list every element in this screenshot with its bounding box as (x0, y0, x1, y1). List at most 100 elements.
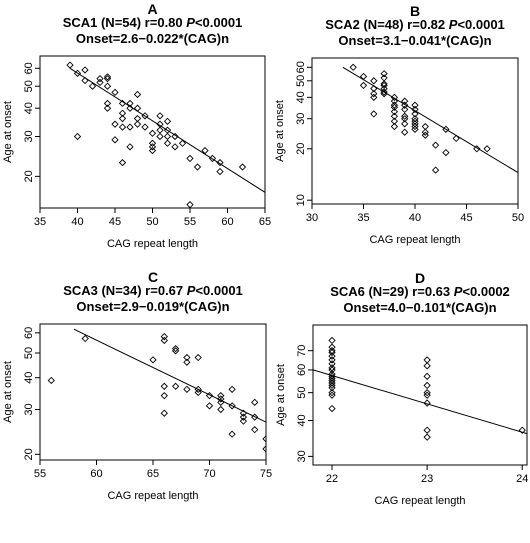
x-tick-label: 45 (460, 212, 472, 224)
data-point (118, 99, 127, 108)
data-point (160, 382, 168, 390)
data-point (217, 398, 225, 406)
y-tick-label: 50 (295, 75, 307, 87)
data-point (411, 101, 419, 109)
data-point (380, 90, 388, 98)
data-point (370, 90, 378, 98)
data-point (171, 382, 180, 390)
y-tick-label: 60 (23, 62, 35, 74)
y-tick-label: 30 (296, 450, 308, 462)
data-point (423, 356, 431, 364)
data-point (96, 78, 104, 87)
data-point (328, 356, 336, 364)
data-point (239, 413, 248, 421)
panel-letter: D (415, 270, 425, 286)
data-point (160, 332, 168, 341)
x-tick-label: 60 (90, 468, 102, 480)
data-point (201, 146, 209, 155)
plot-frame (311, 57, 519, 205)
plot-data (342, 63, 518, 174)
panel-letter: A (147, 1, 157, 17)
data-point (47, 376, 55, 385)
data-point (183, 353, 191, 362)
data-point (328, 404, 336, 413)
data-point (171, 347, 180, 355)
data-point (380, 80, 388, 88)
data-point (328, 366, 336, 374)
data-point (163, 139, 172, 147)
data-point (171, 143, 179, 151)
data-point (390, 122, 399, 131)
title-text: SCA6 (N=29) r=0.63 (330, 284, 454, 299)
data-point (160, 392, 168, 400)
data-point (401, 120, 409, 128)
y-tick-label: 40 (23, 372, 35, 384)
data-point (194, 353, 202, 362)
y-tick-label: 10 (295, 194, 307, 206)
data-point (442, 125, 450, 133)
data-point (118, 123, 127, 131)
data-point (217, 392, 225, 400)
panel-title: SCA2 (N=48) r=0.82 P<0.0001 (325, 17, 505, 32)
data-point (349, 63, 357, 71)
data-point (401, 97, 409, 105)
y-tick-label: 30 (295, 113, 307, 125)
data-point (431, 166, 440, 174)
data-point (111, 136, 119, 144)
data-point (73, 132, 82, 141)
x-tick-label: 30 (306, 212, 318, 224)
plot-frame (312, 324, 528, 466)
x-tick-label: 55 (184, 216, 196, 228)
data-point (411, 117, 419, 125)
title-p-symbol: P (187, 283, 196, 298)
y-tick-label: 20 (295, 143, 307, 155)
plot-frame (39, 55, 266, 209)
data-point (118, 114, 127, 123)
data-point (103, 73, 112, 81)
data-point (328, 364, 336, 372)
data-point (411, 110, 419, 118)
regression-line (69, 67, 265, 193)
data-point (103, 104, 112, 112)
title-p-value: <0.0002 (462, 284, 509, 299)
x-tick-label: 50 (146, 216, 158, 228)
x-tick-label: 24 (516, 473, 528, 485)
y-tick-label: 30 (23, 403, 35, 415)
data-point (163, 132, 172, 141)
data-point (328, 391, 336, 399)
data-point (411, 125, 419, 133)
data-point (216, 158, 224, 167)
x-tick-label: 40 (409, 212, 421, 224)
y-tick-label: 60 (23, 327, 35, 339)
plot-data (313, 336, 527, 441)
data-point (442, 148, 450, 157)
data-point (66, 61, 74, 69)
data-point (148, 143, 157, 151)
data-point (401, 112, 409, 120)
panel-formula: Onset=2.6−0.022*(CAG)n (76, 31, 229, 46)
data-point (328, 372, 336, 380)
data-point (186, 201, 194, 208)
data-point (328, 381, 336, 390)
x-tick-label: 35 (34, 216, 46, 228)
y-tick-label: 60 (295, 61, 307, 73)
data-point (411, 122, 419, 131)
data-point (390, 103, 399, 111)
data-point (239, 417, 248, 425)
title-p-value: <0.0001 (457, 17, 504, 32)
data-point (380, 70, 388, 78)
data-point (239, 409, 248, 417)
data-point (423, 372, 431, 380)
panel-formula: Onset=4.0−0.101*(CAG)n (343, 300, 496, 315)
regression-line (342, 66, 518, 174)
data-point (328, 379, 336, 387)
data-point (380, 88, 388, 96)
data-point (141, 123, 149, 131)
data-point (473, 145, 481, 153)
title-text: SCA3 (N=34) r=0.67 (63, 283, 187, 298)
data-point (141, 112, 149, 120)
data-point (390, 117, 399, 125)
